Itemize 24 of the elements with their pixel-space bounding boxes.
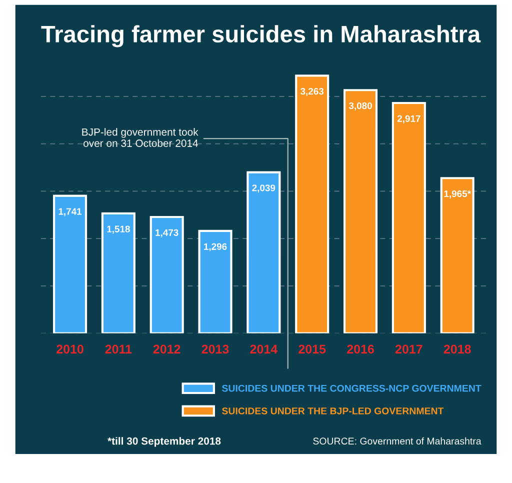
x-tick-label: 2017 — [395, 344, 422, 354]
x-tick-label: 2013 — [202, 344, 229, 354]
data-label: 2,917 — [397, 115, 420, 124]
source-note: SOURCE: Government of Maharashtra — [313, 437, 482, 445]
data-label: 1,296 — [204, 243, 227, 252]
data-label: 1,741 — [58, 208, 82, 216]
data-label: 3,263 — [300, 88, 324, 96]
x-tick-label: 2011 — [105, 344, 132, 354]
legend-label: SUICIDES UNDER THE BJP-LED GOVERNMENT — [222, 407, 444, 414]
x-tick-label: 2018 — [444, 344, 471, 354]
x-tick-label: 2014 — [250, 344, 278, 354]
data-label: 1,965* — [444, 190, 471, 198]
chart-title: Tracing farmer suicides in Maharashtra — [41, 25, 481, 48]
annotation: BJP-led government took over on 31 October 2014 — [82, 128, 198, 147]
data-label: 1,473 — [156, 229, 178, 238]
x-tick-label: 2015 — [298, 344, 326, 354]
legend-label: SUICIDES UNDER THE CONGRESS-NCP GOVERNMENT — [222, 384, 482, 392]
x-tick-label: 2010 — [56, 344, 84, 354]
x-tick-label: 2016 — [347, 344, 374, 354]
x-tick-label: 2012 — [153, 344, 180, 354]
text: *till 30 September 2018 — [108, 437, 221, 447]
data-label: 1,518 — [107, 226, 130, 234]
data-label: 2,039 — [252, 184, 276, 193]
data-label: 3,080 — [348, 102, 372, 110]
